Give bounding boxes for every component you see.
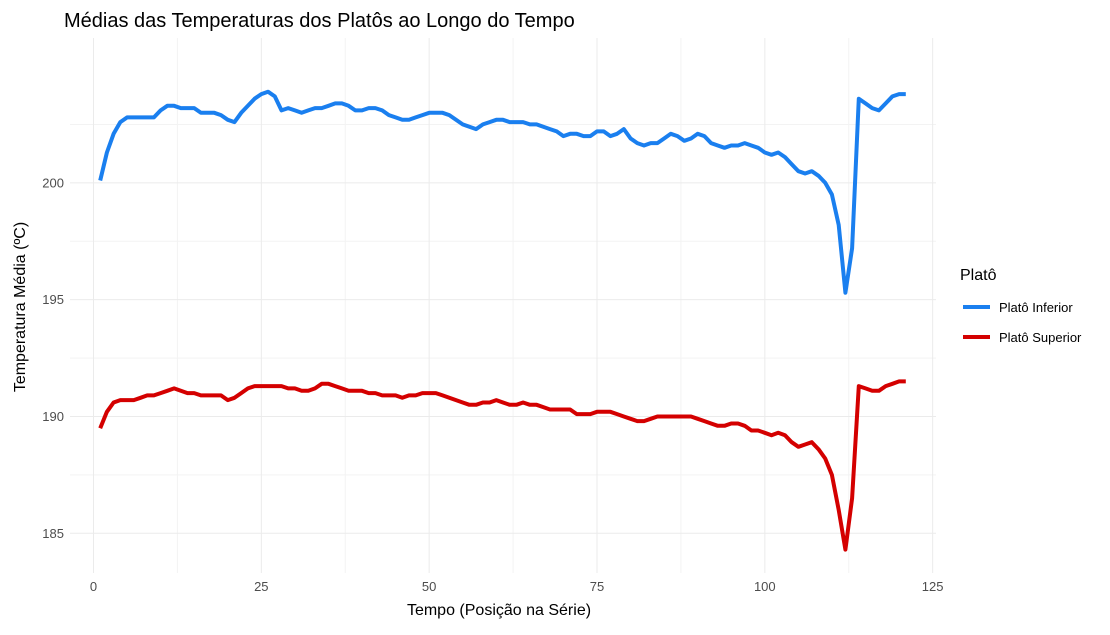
x-tick-label: 0 (90, 579, 97, 594)
series-line-1 (98, 89, 906, 295)
y-axis-title: Temperatura Média (ºC) (12, 222, 29, 392)
chart-title: Médias das Temperaturas dos Platôs ao Lo… (64, 10, 575, 32)
y-tick-label: 190 (42, 409, 64, 424)
x-tick-label: 50 (422, 579, 436, 594)
series-line-2 (98, 379, 906, 552)
x-tick-label: 25 (254, 579, 268, 594)
x-tick-label: 75 (590, 579, 604, 594)
y-axis-ticks: 185 190 195 200 (42, 175, 64, 540)
x-axis-title: Tempo (Posição na Série) (407, 602, 591, 619)
y-tick-label: 185 (42, 526, 64, 541)
grid (70, 38, 936, 573)
x-tick-label: 125 (922, 579, 944, 594)
y-tick-label: 200 (42, 175, 64, 190)
legend: Platô Platô Inferior Platô Superior (960, 267, 1082, 345)
legend-title: Platô (960, 267, 997, 284)
legend-label-1: Platô Inferior (999, 300, 1073, 315)
y-tick-label: 195 (42, 292, 64, 307)
legend-items: Platô Inferior Platô Superior (963, 300, 1082, 345)
series-layer (98, 89, 906, 552)
legend-label-2: Platô Superior (999, 330, 1082, 345)
x-tick-label: 100 (754, 579, 776, 594)
x-axis-ticks: 0 25 50 75 100 125 (90, 579, 944, 594)
